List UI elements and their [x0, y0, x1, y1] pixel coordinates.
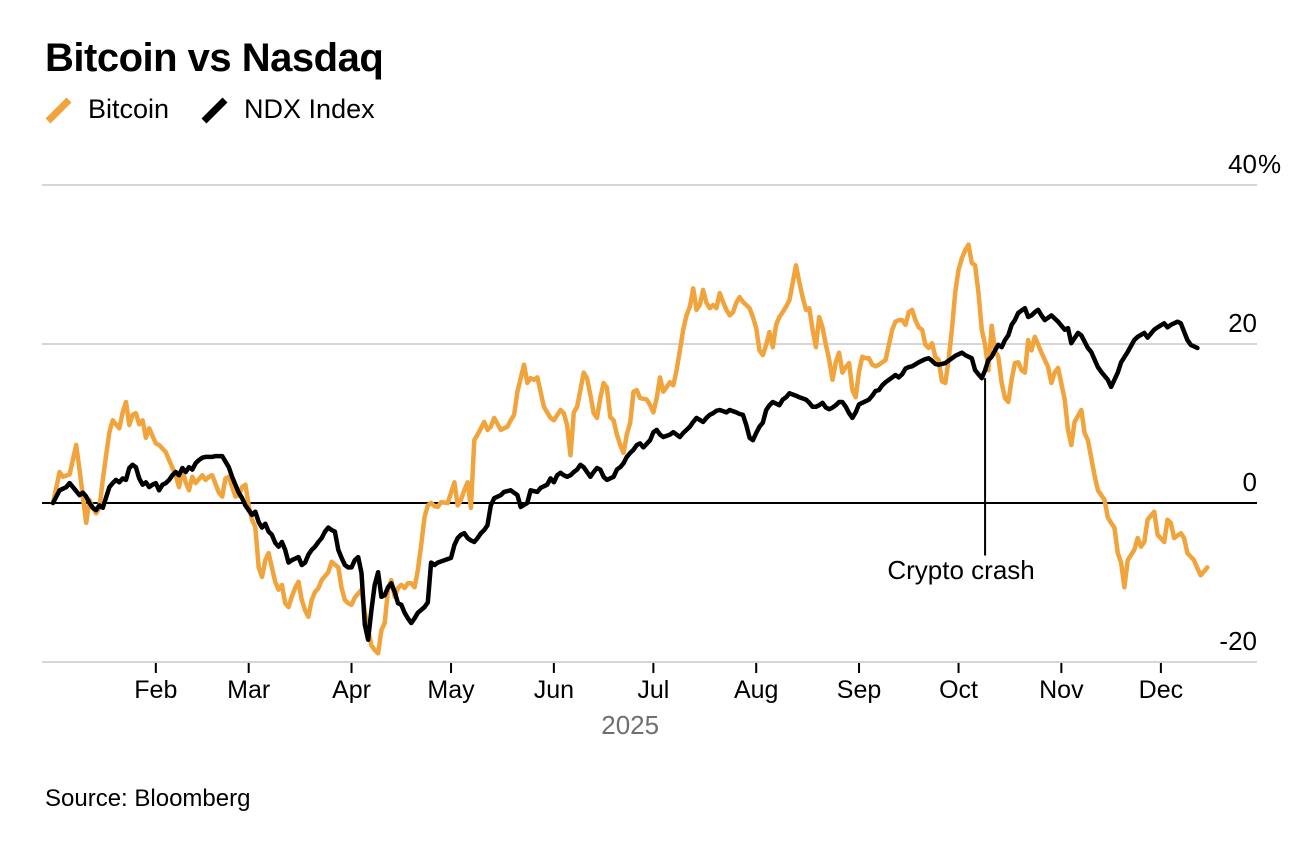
y-axis-label-number: -20 — [1219, 626, 1257, 656]
month-label-mar: Mar — [227, 676, 271, 704]
month-label-dec: Dec — [1138, 676, 1184, 704]
legend-label-bitcoin: Bitcoin — [88, 94, 170, 124]
ndx-index-line-swatch-icon — [201, 97, 228, 123]
month-label-aug: Aug — [733, 676, 779, 704]
month-label-oct: Oct — [939, 676, 978, 704]
month-label-jul: Jul — [637, 676, 670, 704]
swatch-stroke — [201, 97, 228, 123]
bitcoin-line-swatch-icon — [45, 97, 72, 123]
legend-item-bitcoin: Bitcoin — [45, 94, 169, 125]
y-axis-unit-suffix: % — [1258, 149, 1282, 179]
y-axis-label-number: 20 — [1228, 308, 1257, 338]
bitcoin-series-line — [50, 242, 1210, 656]
chart-title: Bitcoin vs Nasdaq — [45, 36, 384, 80]
swatch-stroke — [45, 97, 72, 123]
crypto-crash-annotation-label: Crypto crash — [887, 555, 1035, 586]
month-label-may: May — [427, 676, 475, 704]
legend-item-ndx-index: NDX Index — [201, 94, 375, 125]
month-label-apr: Apr — [332, 676, 371, 704]
x-axis-year-label: 2025 — [601, 710, 660, 740]
month-label-jun: Jun — [533, 676, 575, 704]
month-label-feb: Feb — [134, 676, 178, 704]
y-axis-label-number: 0 — [1242, 467, 1257, 497]
chart-legend: Bitcoin NDX Index — [45, 94, 375, 125]
ndx-index-series-line — [50, 305, 1200, 642]
source-credit: Source: Bloomberg — [45, 785, 251, 812]
y-axis-label-number: 40 — [1228, 149, 1257, 179]
month-label-sep: Sep — [836, 676, 882, 704]
month-label-nov: Nov — [1039, 676, 1084, 704]
legend-label-ndx-index: NDX Index — [244, 94, 375, 124]
